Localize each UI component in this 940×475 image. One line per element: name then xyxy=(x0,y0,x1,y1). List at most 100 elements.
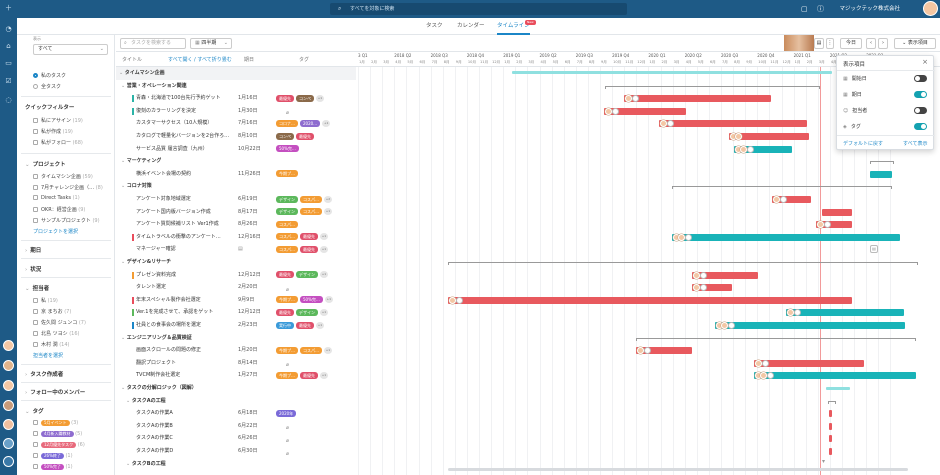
member-avatar[interactable] xyxy=(3,438,14,449)
timeline-bar[interactable] xyxy=(659,120,807,128)
creator-section-toggle[interactable]: › タスク作成者 xyxy=(25,372,64,378)
status-section-toggle[interactable]: › 状況 xyxy=(25,267,42,273)
tag-pill[interactable]: コスパ… xyxy=(276,233,298,241)
tag-pill[interactable]: コスパ… xyxy=(300,195,322,203)
task-title[interactable]: サービス品質 履言調査（九州） xyxy=(136,145,208,152)
chevron-down-icon[interactable]: ⌄ xyxy=(121,259,127,265)
task-row[interactable]: 横浜イベント会場の契約 11月26日 今期プ… xyxy=(116,168,356,181)
chevron-down-icon[interactable]: ⌄ xyxy=(121,334,127,341)
assignee-section-toggle[interactable]: ⌄ 担当者 xyxy=(25,286,50,292)
task-row[interactable]: プレゼン資料完成 12月12日 最優先 デザイン +1 xyxy=(116,269,356,282)
assignee-avatar[interactable] xyxy=(693,284,700,292)
project-item[interactable]: Direct Tasks (1) xyxy=(33,195,80,201)
home-icon[interactable]: ⌂ xyxy=(6,42,11,50)
timeline-bar[interactable] xyxy=(829,410,832,418)
start-date-toggle[interactable] xyxy=(914,75,927,82)
section-row[interactable]: ⌄ タスクAの工程 xyxy=(116,395,356,408)
timeline-bar[interactable] xyxy=(734,145,792,153)
task-title[interactable]: タスクAの作業C xyxy=(136,435,173,442)
timeline-bar[interactable] xyxy=(754,359,864,367)
task-title[interactable]: アンケート対象地域選定 xyxy=(136,196,191,202)
deadline-toggle[interactable] xyxy=(914,91,927,98)
tag-filter-item[interactable]: 12月優先タスク (6) xyxy=(33,442,85,448)
timeline-bar[interactable] xyxy=(786,309,904,317)
task-title[interactable]: カスタマーサクセス（10人規模） xyxy=(136,120,213,127)
task-row[interactable]: Ver.1を完成させて、承認をゲット 12月12日 最優先 デザイン +1 xyxy=(116,306,356,319)
show-all-link[interactable]: すべて表示 xyxy=(903,141,928,147)
project-item[interactable]: OKR：経営企画 (9) xyxy=(33,206,85,213)
tag-toggle[interactable] xyxy=(914,123,927,130)
tag-pill[interactable]: 今期プ… xyxy=(276,296,298,304)
tag-pill[interactable]: 2020… xyxy=(300,119,321,127)
tag-pill[interactable]: 最優先 xyxy=(276,271,294,279)
task-row[interactable]: 翻訳プロジェクト 8月14日 ⌀ xyxy=(116,357,356,370)
tag-pill[interactable]: コスパ… xyxy=(300,208,322,216)
quick-filter-item[interactable]: 私にアサイン (19) xyxy=(33,117,83,124)
tag-filter-item[interactable]: 4月新入職教材 (5) xyxy=(33,431,82,437)
task-title[interactable]: タスクAの作業A xyxy=(136,410,173,417)
assignee-avatar[interactable] xyxy=(660,120,667,128)
select-assignee-link[interactable]: 担当者を選択 xyxy=(33,353,64,359)
section-row[interactable]: ⌄ マーケティング xyxy=(116,155,356,168)
tag-filter-item[interactable]: 50%完了 (1) xyxy=(33,464,73,470)
task-title[interactable]: アンケート国内版バージョン作成 xyxy=(136,208,211,215)
tag-pill[interactable]: デザイン xyxy=(276,208,298,216)
task-row[interactable]: アンケート対象地域選定 6月19日 デザイン コスパ… +2 xyxy=(116,193,356,206)
chat-bubble-icon[interactable]: ▢ xyxy=(801,5,808,13)
task-title[interactable]: タスクAの作業D xyxy=(136,448,174,454)
task-row[interactable]: カタログで軽量化バージョンを2台作ろ… 8月10日 コンペ 最優先 xyxy=(116,130,356,143)
select-project-link[interactable]: プロジェクトを選択 xyxy=(33,229,79,235)
task-row[interactable]: 社員との食事会の場所を選定 2月23日 実行中 最優先 +1 xyxy=(116,319,356,332)
task-row[interactable]: タスクAの作業B 6月22日 ⌀ xyxy=(116,420,356,433)
tag-pill[interactable]: 実行中 xyxy=(276,321,294,329)
task-title[interactable]: 翻訳プロジェクト xyxy=(136,359,177,366)
more-tags-count[interactable]: +1 xyxy=(324,296,333,304)
section-row[interactable]: ⌄ 営業・オペレーション関連 xyxy=(116,80,356,93)
assignee-avatar[interactable] xyxy=(773,196,780,203)
task-row[interactable]: TVCM制作会社選定 1月27日 今期プ… 最優先 +1 xyxy=(116,369,356,382)
tag-filter-item[interactable]: 26%終了 (1) xyxy=(33,453,73,459)
section-row[interactable]: ⌄ コロナ対策 xyxy=(116,180,356,193)
member-avatar[interactable] xyxy=(3,419,14,430)
chevron-down-icon[interactable]: ⌄ xyxy=(119,70,125,76)
task-title[interactable]: タスクAの作業B xyxy=(136,422,173,429)
task-search-input[interactable]: ⌕ タスクを検索する xyxy=(120,38,186,49)
member-avatar[interactable] xyxy=(3,360,14,371)
task-row[interactable]: タスクAの作業D 6月30日 ⌀ xyxy=(116,445,356,458)
tag-pill[interactable]: コスパ… xyxy=(300,346,322,354)
assignee-avatar[interactable] xyxy=(817,221,824,229)
assignee-item[interactable]: 木村 潤 (14) xyxy=(33,341,69,348)
tag-pill[interactable]: 50%完… xyxy=(300,296,323,304)
task-title[interactable]: タレント選定 xyxy=(136,284,167,291)
folder-icon[interactable]: ▭ xyxy=(5,59,12,67)
assignee-avatar[interactable] xyxy=(755,359,762,367)
tag-section-toggle[interactable]: ⌄ タグ xyxy=(25,409,44,415)
timeline-bar[interactable] xyxy=(729,133,809,140)
more-icon[interactable]: ⋮ xyxy=(826,38,834,49)
assignee-avatar[interactable] xyxy=(740,145,747,153)
assignee-avatar[interactable] xyxy=(787,309,794,317)
task-row[interactable]: 年末スペシャル製作会社選定 9月9日 今期プ… 50%完… +1 xyxy=(116,294,356,307)
project-item[interactable]: タイムマシン企画 (59) xyxy=(33,173,93,180)
more-tags-count[interactable]: +1 xyxy=(316,321,324,329)
chevron-right-icon[interactable]: › xyxy=(878,38,888,49)
task-row[interactable]: タイムトラベルの衝撃のアンケート… 12月16日 コスパ… 最優先 +1 xyxy=(116,231,356,244)
task-title[interactable]: 青森・北海道で100台先行予約ゲット xyxy=(136,95,221,102)
tag-pill[interactable]: コンペ xyxy=(296,94,314,102)
quick-filter-item[interactable]: 私が作成 (19) xyxy=(33,128,73,135)
chevron-down-icon[interactable]: ⌄ xyxy=(121,183,127,190)
tag-pill[interactable]: 最優先 xyxy=(276,308,294,316)
tag-pill[interactable]: 最優先 xyxy=(296,132,314,140)
timeline-bar[interactable] xyxy=(715,322,905,329)
chat-icon[interactable]: ◌ xyxy=(5,96,12,104)
more-tags-count[interactable]: +1 xyxy=(324,208,332,216)
project-group-row[interactable]: ⌄ タイムマシン企画 xyxy=(116,67,356,80)
tag-pill[interactable]: コンペ xyxy=(276,132,294,140)
timeline-bar[interactable] xyxy=(636,347,692,355)
task-title[interactable]: Ver.1を完成させて、承認をゲット xyxy=(136,309,214,316)
tag-pill[interactable]: 最優先 xyxy=(276,94,294,102)
task-title[interactable]: 社員との食事会の場所を選定 xyxy=(136,322,201,328)
scope-my-tasks[interactable]: 私のタスク xyxy=(33,72,66,79)
tag-pill[interactable]: 今期プ… xyxy=(276,371,298,379)
task-row[interactable]: アンケート国内版バージョン作成 8月17日 デザイン コスパ… +1 xyxy=(116,206,356,219)
